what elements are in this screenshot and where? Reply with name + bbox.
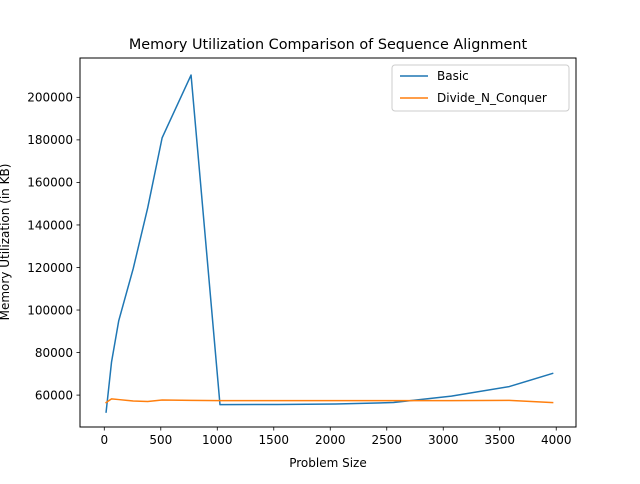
- series-line-divide-n-conquer: [105, 398, 554, 404]
- y-tick-label: 80000: [35, 346, 73, 360]
- y-axis-label: Memory Utilization (in KB): [0, 164, 12, 321]
- x-axis-label: Problem Size: [289, 456, 367, 470]
- chart-title: Memory Utilization Comparison of Sequenc…: [129, 37, 528, 53]
- x-tick-label: 4000: [541, 433, 572, 447]
- series-line-basic: [105, 74, 554, 413]
- legend-label-basic: Basic: [437, 69, 469, 83]
- x-tick-label: 2500: [371, 433, 402, 447]
- legend-label-divide-n-conquer: Divide_N_Conquer: [437, 91, 547, 105]
- legend: Basic Divide_N_Conquer: [391, 64, 570, 112]
- y-tick-label: 180000: [27, 133, 73, 147]
- plot-area: 0 500 1000 1500 2000 2500 3000 3500 4000 60000 800…: [27, 74, 572, 447]
- x-tick-label: 500: [149, 433, 172, 447]
- y-tick-label: 160000: [27, 176, 73, 190]
- x-tick-label: 1500: [258, 433, 289, 447]
- x-tick-label: 0: [100, 433, 108, 447]
- x-tick-label: 1000: [202, 433, 233, 447]
- y-tick-label: 140000: [27, 218, 73, 232]
- x-tick-label: 2000: [315, 433, 346, 447]
- legend-box: [391, 64, 570, 112]
- x-tick-label: 3000: [428, 433, 459, 447]
- y-tick-label: 100000: [27, 303, 73, 317]
- y-tick-label: 60000: [35, 388, 73, 402]
- x-tick-label: 3500: [484, 433, 515, 447]
- y-tick-label: 120000: [27, 261, 73, 275]
- axes-frame: [79, 57, 577, 428]
- y-tick-label: 200000: [27, 91, 73, 105]
